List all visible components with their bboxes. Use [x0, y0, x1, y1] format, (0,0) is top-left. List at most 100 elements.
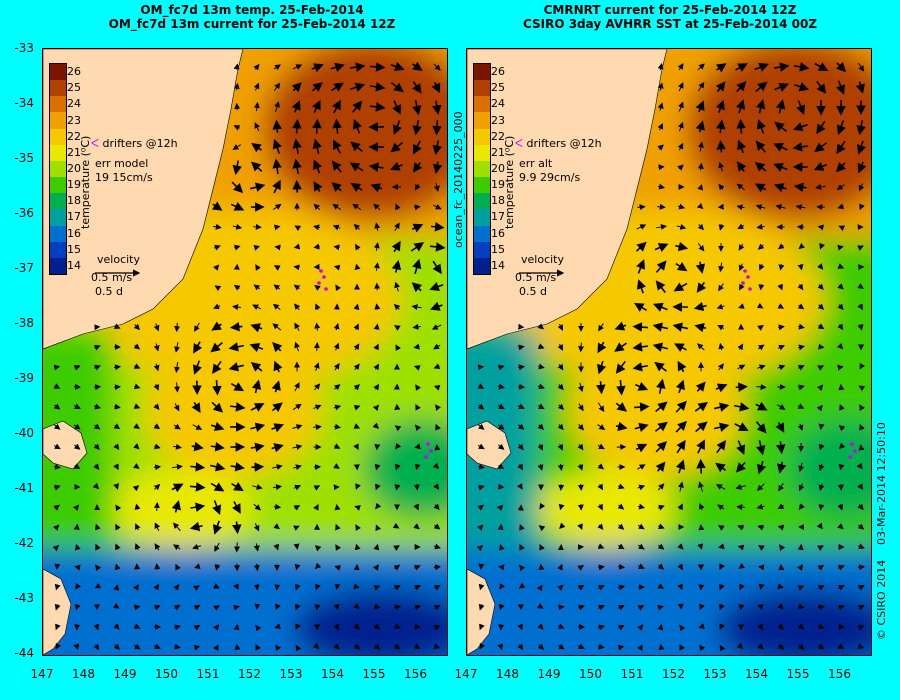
velocity-arrow [133, 584, 139, 591]
velocity-arrow [353, 404, 361, 411]
velocity-arrow [94, 582, 102, 589]
velocity-arrow [797, 303, 805, 310]
velocity-arrow [54, 583, 61, 591]
observed-sst-map [467, 49, 871, 655]
velocity-arrow [557, 584, 564, 591]
error-stats: err alt 9.9 29cm/s [519, 157, 580, 185]
velocity-arrow [697, 162, 704, 171]
colorbar-tick: 18 [491, 194, 505, 208]
velocity-arrow [350, 82, 366, 92]
velocity-arrow [292, 424, 303, 430]
velocity-arrow [394, 222, 400, 231]
velocity-arrow [353, 643, 361, 650]
colorbar-segment [474, 96, 490, 113]
velocity-arrow [778, 483, 784, 492]
velocity-arrow [837, 604, 845, 611]
colorbar-tick: 19 [67, 178, 81, 192]
longitude-tick: 150 [155, 667, 178, 681]
velocity-arrow [777, 364, 786, 371]
velocity-arrow [539, 502, 546, 510]
velocity-arrow [412, 258, 422, 274]
velocity-arrow [333, 244, 340, 251]
velocity-arrow [294, 341, 300, 352]
drifter-marker [429, 449, 433, 453]
velocity-arrow [213, 583, 220, 589]
velocity-arrow [537, 323, 545, 330]
velocity-arrow [837, 503, 844, 511]
velocity-arrow [714, 422, 730, 432]
velocity-arrow [698, 584, 705, 591]
velocity-arrow [133, 462, 140, 469]
velocity-arrow [657, 563, 665, 570]
velocity-arrow [577, 382, 584, 393]
model-map-panel[interactable]: 26 25 24 23 22 21 20 19 18 17 16 15 14 temperature (… [42, 48, 448, 656]
observation-map-panel[interactable]: 26 25 24 23 22 21 20 19 18 17 16 15 14 temperature (… [466, 48, 872, 656]
velocity-arrow [498, 543, 505, 551]
velocity-arrow [392, 100, 401, 115]
velocity-arrow [292, 444, 303, 451]
colorbar-segment [474, 177, 490, 194]
velocity-arrow [717, 363, 724, 371]
velocity-arrow [857, 625, 865, 631]
colorbar-tick: 16 [491, 226, 505, 240]
velocity-arrow [153, 464, 162, 471]
velocity-arrow [498, 483, 505, 490]
velocity-arrow [415, 403, 421, 411]
velocity-arrow [757, 524, 764, 531]
velocity-arrow [53, 504, 60, 511]
velocity-arrow [433, 625, 441, 631]
velocity-arrow [758, 284, 765, 291]
velocity-arrow [837, 244, 844, 251]
velocity-arrow [53, 443, 61, 450]
velocity-arrow [393, 623, 401, 630]
velocity-arrow [250, 442, 265, 453]
velocity-arrow [718, 262, 725, 273]
velocity-arrow [817, 303, 825, 310]
velocity-arrow [374, 222, 381, 231]
velocity-arrow [353, 623, 360, 630]
velocity-arrow [333, 384, 341, 391]
velocity-arrow [433, 543, 441, 550]
velocity-arrow [294, 583, 301, 591]
velocity-arrow [655, 260, 667, 273]
island [467, 420, 512, 470]
velocity-arrow [674, 343, 687, 353]
velocity-arrow [735, 63, 748, 73]
velocity-arrow [273, 523, 280, 530]
velocity-arrow [653, 302, 668, 312]
latitude-tick: -43 [14, 591, 34, 605]
velocity-arrow [476, 545, 484, 552]
velocity-arrow [738, 263, 745, 272]
velocity-arrow [192, 360, 202, 375]
velocity-arrow [815, 184, 826, 190]
velocity-arrow [597, 483, 604, 491]
velocity-arrow [230, 382, 245, 392]
velocity-arrow [212, 379, 222, 396]
velocity-arrow [154, 443, 161, 450]
velocity-arrow [757, 604, 764, 611]
velocity-arrow [837, 364, 844, 371]
file-id-label: ocean_fc_20140225_000 [452, 111, 465, 248]
velocity-arrow [213, 244, 221, 251]
drifter-marker [322, 275, 326, 279]
velocity-arrow [657, 144, 664, 151]
velocity-arrow [737, 343, 744, 351]
velocity-arrow [678, 101, 684, 112]
velocity-arrow [597, 523, 604, 530]
velocity-arrow [695, 100, 705, 113]
velocity-arrow [234, 542, 241, 553]
velocity-arrow [93, 463, 100, 470]
colorbar-segment [50, 209, 66, 227]
velocity-arrow [737, 223, 745, 229]
velocity-arrow [412, 162, 423, 173]
drifter-marker [424, 455, 428, 459]
velocity-arrow [273, 203, 282, 210]
velocity-arrow [393, 303, 401, 311]
velocity-arrow [657, 483, 665, 491]
velocity-arrow [53, 403, 61, 410]
velocity-arrow [597, 605, 605, 611]
velocity-arrow [432, 462, 440, 470]
velocity-arrow [775, 204, 786, 210]
velocity-arrow [777, 283, 783, 291]
velocity-arrow [836, 80, 846, 95]
